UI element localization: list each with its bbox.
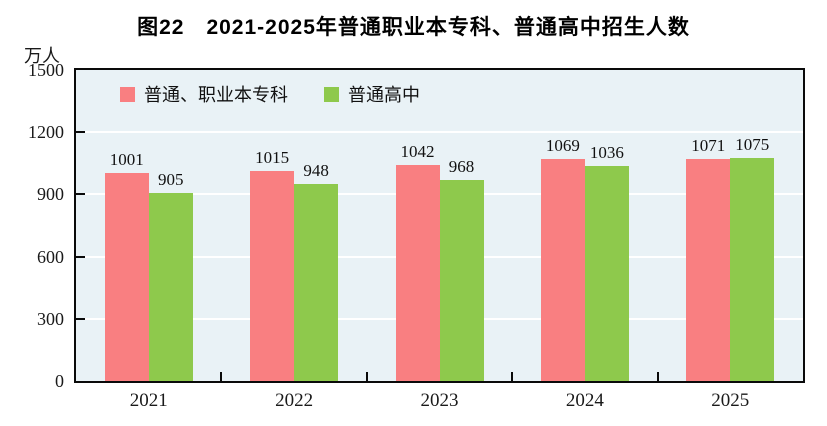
y-axis-label-1500: 1500 — [28, 60, 64, 80]
bar-value-2025-s1: 1075 — [735, 135, 770, 155]
x-axis-label-2024: 2024 — [565, 390, 604, 411]
y-axis-label-600: 600 — [37, 246, 64, 267]
gridline-1200 — [76, 131, 803, 134]
bar-value-2022-s1: 948 — [303, 161, 329, 181]
x-axis-label-2025: 2025 — [711, 390, 750, 411]
y-axis-unit-label: 万人 — [24, 46, 60, 66]
y-tick-1200 — [76, 131, 85, 134]
legend: 普通、职业本专科 普通高中 — [120, 81, 420, 107]
bar-value-2024-s0: 1069 — [545, 136, 580, 156]
legend-label-vocational: 普通、职业本专科 — [144, 85, 288, 105]
bar-value-2021-s0: 1001 — [109, 150, 144, 170]
y-axis-label-1200: 1200 — [28, 122, 64, 143]
legend-item-highschool: 普通高中 — [324, 81, 420, 107]
bar-2024-s0 — [540, 159, 585, 381]
x-axis-label-2022: 2022 — [275, 390, 314, 411]
bar-2022-s0 — [250, 170, 295, 381]
y-axis-label-900: 900 — [37, 184, 64, 205]
bar-value-2025-s0: 1071 — [691, 135, 726, 155]
y-axis-label-0: 0 — [55, 371, 64, 391]
legend-swatch-highschool — [324, 86, 339, 102]
bar-2021-s1 — [148, 193, 193, 381]
y-tick-600 — [76, 255, 85, 258]
bar-2023-s0 — [395, 164, 440, 381]
y-axis-label-300: 300 — [37, 308, 64, 329]
legend-swatch-vocational — [120, 86, 135, 102]
bar-2023-s1 — [439, 180, 484, 381]
y-tick-900 — [76, 193, 85, 196]
bar-2025-s1 — [730, 158, 775, 381]
legend-item-vocational: 普通、职业本专科 — [120, 81, 288, 107]
bar-2024-s1 — [584, 166, 629, 381]
bar-value-2021-s1: 905 — [157, 170, 184, 190]
x-axis-label-2021: 2021 — [129, 390, 168, 411]
plot-area: 普通、职业本专科 普通高中 1001 1015 1042 1069 1071 905 948… — [74, 68, 805, 383]
y-tick-300 — [76, 317, 85, 320]
legend-label-highschool: 普通高中 — [348, 85, 420, 105]
bar-value-2023-s0: 1042 — [400, 141, 435, 161]
x-axis-label-2023: 2023 — [420, 390, 459, 411]
bar-2025-s0 — [686, 158, 731, 381]
x-tick-3 — [511, 372, 514, 381]
x-tick-2 — [365, 372, 368, 381]
bar-value-2023-s1: 968 — [448, 157, 475, 177]
x-tick-1 — [220, 372, 223, 381]
chart-title: 图22 2021-2025年普通职业本专科、普通高中招生人数 — [137, 16, 690, 39]
bar-2021-s0 — [104, 173, 149, 381]
bar-2022-s1 — [294, 184, 339, 381]
bar-value-2022-s0: 1015 — [255, 147, 290, 167]
x-tick-4 — [656, 372, 659, 381]
bar-value-2024-s1: 1036 — [589, 143, 624, 163]
